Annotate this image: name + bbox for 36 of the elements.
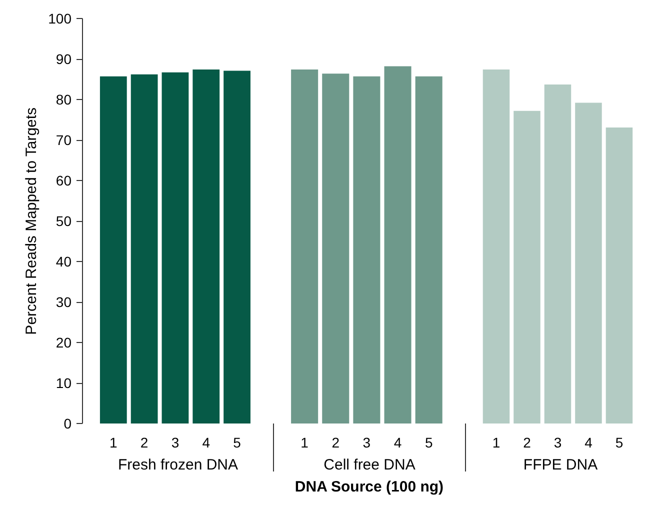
x-tick-label: 1	[110, 434, 118, 450]
y-tick-label: 0	[64, 416, 72, 432]
x-tick-label: 1	[300, 434, 309, 450]
x-tick-label: 5	[615, 434, 624, 450]
bar	[544, 84, 572, 424]
x-tick-label: 2	[140, 434, 148, 450]
y-tick-label: 10	[56, 375, 72, 391]
x-axis-title: Cell free DNA	[324, 456, 416, 474]
x-tick-label: 4	[394, 434, 402, 450]
y-axis-title: Percent Reads Mapped to Targets	[23, 107, 40, 335]
y-tick-label: 20	[56, 334, 72, 350]
bar	[606, 127, 633, 424]
text: DNA Source (100 ng)	[294, 478, 444, 496]
x-tick-label: 4	[202, 434, 210, 450]
bar	[575, 102, 602, 424]
x-tick-label: 2	[332, 434, 340, 450]
y-tick-label: 80	[56, 92, 72, 108]
bar	[482, 70, 510, 424]
y-tick-label: 70	[56, 132, 72, 148]
y-tick-label: 40	[56, 254, 72, 270]
x-tick-label: 3	[171, 434, 180, 450]
x-tick-label: 3	[362, 434, 371, 450]
x-axis-title: Fresh frozen DNA	[118, 456, 238, 474]
y-tick-label: 100	[48, 10, 72, 26]
y-tick-label: 30	[56, 294, 72, 310]
x-tick-label: 4	[584, 434, 593, 450]
x-tick-label: 3	[554, 434, 562, 450]
y-tick-label: 60	[56, 172, 72, 188]
bar	[514, 110, 540, 424]
y-tick-label: 90	[56, 51, 72, 67]
x-tick-label: 5	[424, 434, 433, 450]
x-tick-label: 1	[492, 434, 500, 450]
x-axis-title: FFPE DNA	[523, 456, 598, 474]
y-tick-label: 50	[56, 213, 72, 229]
x-tick-label: 5	[233, 434, 242, 450]
x-tick-label: 2	[523, 434, 532, 450]
